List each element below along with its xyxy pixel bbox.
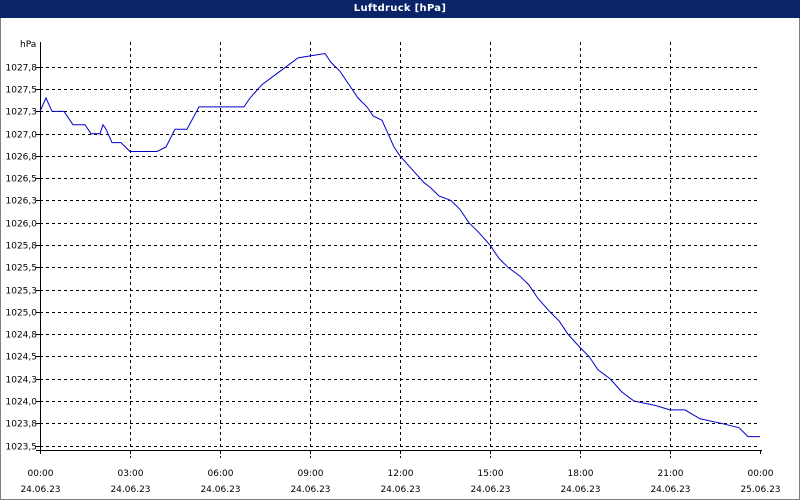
x-tick-date-label: 24.06.23 <box>470 485 510 495</box>
x-tick-date-label: 24.06.23 <box>650 485 690 495</box>
y-tick-label: 1025,8 <box>6 242 38 252</box>
y-tick-label: 1023,8 <box>6 420 38 430</box>
x-tick-time-label: 09:00 <box>298 469 324 479</box>
x-tick-date-label: 24.06.23 <box>560 485 600 495</box>
x-tick-labels: 00:00 24.06.23 03:00 24.06.23 06:00 24.06.23 0… <box>20 469 780 495</box>
y-tick-label: 1026,8 <box>6 153 38 163</box>
x-tick-time-label: 00:00 <box>748 469 774 479</box>
y-tick-label: 1023,5 <box>6 443 38 453</box>
x-tick-date-label: 24.06.23 <box>290 485 330 495</box>
y-tick-label: 1026,0 <box>6 220 38 230</box>
y-axis-unit-label: hPa <box>20 40 36 50</box>
x-tick-date-label: 25.06.23 <box>740 485 780 495</box>
y-tick-label: 1027,8 <box>6 64 38 74</box>
y-tick-label: 1025,3 <box>6 287 38 297</box>
x-tick-time-label: 03:00 <box>118 469 144 479</box>
x-tick-date-label: 24.06.23 <box>110 485 150 495</box>
x-tick-time-label: 21:00 <box>658 469 684 479</box>
y-tick-label: 1024,8 <box>6 331 38 341</box>
y-tick-label: 1027,3 <box>6 108 38 118</box>
axes <box>36 42 762 454</box>
x-tick-time-label: 15:00 <box>478 469 504 479</box>
data-series <box>39 52 760 438</box>
y-tick-label: 1024,3 <box>6 376 38 386</box>
x-tick-date-label: 24.06.23 <box>380 485 420 495</box>
y-tick-label: 1025,5 <box>6 264 38 274</box>
y-tick-label: 1027,5 <box>6 86 38 96</box>
line-chart: hPa 1027,8 1027,5 1027,3 1027,0 1026,8 1026,5… <box>6 40 781 495</box>
y-tick-label: 1024,5 <box>6 353 38 363</box>
x-tick-time-label: 06:00 <box>208 469 234 479</box>
y-tick-label: 1026,3 <box>6 197 38 207</box>
x-tick-date-label: 24.06.23 <box>20 485 60 495</box>
x-tick-date-label: 24.06.23 <box>200 485 240 495</box>
grid-lines <box>40 42 760 458</box>
x-tick-time-label: 00:00 <box>28 469 54 479</box>
y-tick-label: 1025,0 <box>6 309 38 319</box>
x-tick-time-label: 12:00 <box>388 469 414 479</box>
y-tick-labels: 1027,8 1027,5 1027,3 1027,0 1026,8 1026,5 1026… <box>6 64 38 453</box>
y-tick-label: 1026,5 <box>6 175 38 185</box>
y-tick-label: 1024,0 <box>6 398 38 408</box>
x-tick-time-label: 18:00 <box>568 469 594 479</box>
chart-title: Luftdruck [hPa] <box>0 0 800 18</box>
series-line <box>39 52 760 438</box>
y-tick-label: 1027,0 <box>6 131 38 141</box>
